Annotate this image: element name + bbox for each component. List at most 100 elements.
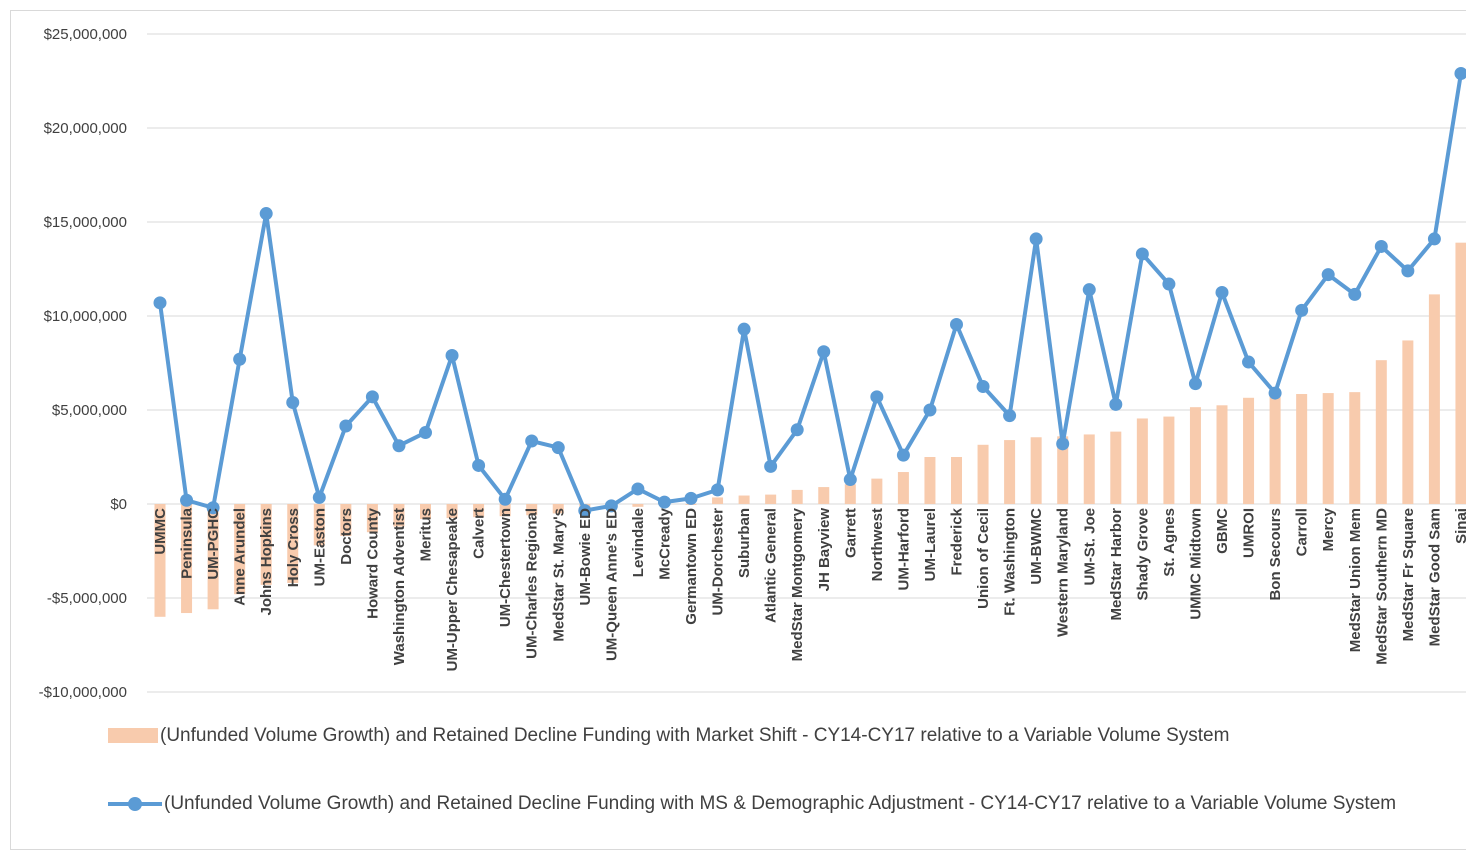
bar — [1376, 360, 1387, 504]
line-point — [950, 318, 963, 331]
bar — [1323, 393, 1334, 504]
x-tick-label: UMROI — [1241, 508, 1258, 558]
line-point — [764, 460, 777, 473]
line-point — [1428, 232, 1441, 245]
bar — [951, 457, 962, 504]
bar — [845, 484, 856, 504]
line-point — [1083, 283, 1096, 296]
line-point — [1003, 409, 1016, 422]
x-tick-label: MedStar Southern MD — [1373, 508, 1390, 665]
bar — [1190, 407, 1201, 504]
bar — [739, 496, 750, 504]
line-point — [923, 404, 936, 417]
line-point — [1322, 268, 1335, 281]
line-point — [260, 207, 273, 220]
line-point — [1030, 232, 1043, 245]
line-point — [313, 491, 326, 504]
x-tick-label: Peninsula — [179, 507, 196, 579]
line-point — [897, 449, 910, 462]
bar — [792, 490, 803, 504]
x-tick-label: Anne Arundel — [232, 508, 249, 606]
x-tick-label: Calvert — [471, 508, 488, 559]
line-point — [631, 482, 644, 495]
x-tick-label: Western Maryland — [1055, 508, 1072, 637]
line-point — [1136, 247, 1149, 260]
x-tick-label: UM-Chestertown — [497, 508, 514, 627]
x-tick-label: UM-Harford — [895, 508, 912, 591]
bar — [1243, 398, 1254, 504]
x-tick-label: St. Agnes — [1161, 508, 1178, 577]
line-point — [738, 323, 751, 336]
line-point — [685, 492, 698, 505]
line-point — [1375, 240, 1388, 253]
x-tick-label: UM-Upper Chesapeake — [444, 508, 461, 671]
y-tick-label: -$10,000,000 — [39, 684, 127, 701]
line-point — [552, 441, 565, 454]
line-point — [1216, 286, 1229, 299]
line-point — [711, 483, 724, 496]
line-point — [1242, 356, 1255, 369]
line-point — [446, 349, 459, 362]
x-tick-label: Howard County — [364, 507, 381, 618]
bar — [1296, 394, 1307, 504]
x-tick-label: Mercy — [1320, 507, 1337, 551]
y-tick-label: $15,000,000 — [44, 214, 127, 231]
bar — [1084, 434, 1095, 504]
bar — [1004, 440, 1015, 504]
x-tick-label: Johns Hopkins — [258, 508, 275, 616]
y-axis: $25,000,000$20,000,000$15,000,000$10,000… — [39, 26, 127, 701]
x-tick-label: McCready — [656, 507, 673, 579]
x-tick-label: UM-Queen Anne's ED — [603, 508, 620, 661]
x-tick-label: Shady Grove — [1134, 508, 1151, 601]
line-point — [1454, 67, 1466, 80]
bar — [818, 487, 829, 504]
series-line — [160, 73, 1461, 510]
line-point — [1295, 304, 1308, 317]
bar — [1031, 437, 1042, 504]
bar — [1455, 243, 1466, 504]
line-point — [366, 390, 379, 403]
bar — [1349, 392, 1360, 504]
line-point — [472, 459, 485, 472]
bar — [1137, 418, 1148, 504]
line-point — [1189, 377, 1202, 390]
bar — [924, 457, 935, 504]
legend-line-label: (Unfunded Volume Growth) and Retained De… — [164, 793, 1396, 814]
line-point — [286, 396, 299, 409]
y-tick-label: $25,000,000 — [44, 26, 127, 43]
x-tick-label: Doctors — [338, 508, 355, 565]
x-tick-label: UMMC Midtown — [1187, 508, 1204, 620]
line-point — [844, 473, 857, 486]
line-point — [499, 493, 512, 506]
x-tick-label: Washington Adventist — [391, 508, 408, 665]
x-tick-label: Meritus — [418, 508, 435, 561]
x-tick-label: UMMC — [152, 508, 169, 555]
x-tick-label: MedStar Fr Square — [1400, 508, 1417, 641]
line-point — [817, 345, 830, 358]
x-tick-label: JH Bayview — [816, 508, 833, 592]
line-series — [154, 67, 1466, 517]
legend-item-line: (Unfunded Volume Growth) and Retained De… — [108, 790, 1428, 818]
line-point — [1269, 387, 1282, 400]
bar — [712, 497, 723, 504]
bar — [1163, 417, 1174, 504]
x-tick-label: UM-BWMC — [1028, 508, 1045, 585]
x-tick-label: Northwest — [869, 508, 886, 581]
line-point — [1162, 278, 1175, 291]
x-tick-label: MedStar Union Mem — [1347, 508, 1364, 652]
bar — [1217, 405, 1228, 504]
bar — [1429, 294, 1440, 504]
x-tick-label: UM-Easton — [311, 508, 328, 586]
bar — [978, 445, 989, 504]
x-tick-label: Union of Cecil — [975, 508, 992, 609]
x-tick-label: UM-Bowie ED — [577, 508, 594, 606]
line-point — [419, 426, 432, 439]
bar — [898, 472, 909, 504]
line-point — [1056, 437, 1069, 450]
line-point — [1348, 288, 1361, 301]
legend-bar-swatch — [108, 728, 158, 743]
line-point — [1109, 398, 1122, 411]
x-tick-label: Garrett — [842, 508, 859, 558]
x-tick-label: Ft. Washington — [1002, 508, 1019, 616]
